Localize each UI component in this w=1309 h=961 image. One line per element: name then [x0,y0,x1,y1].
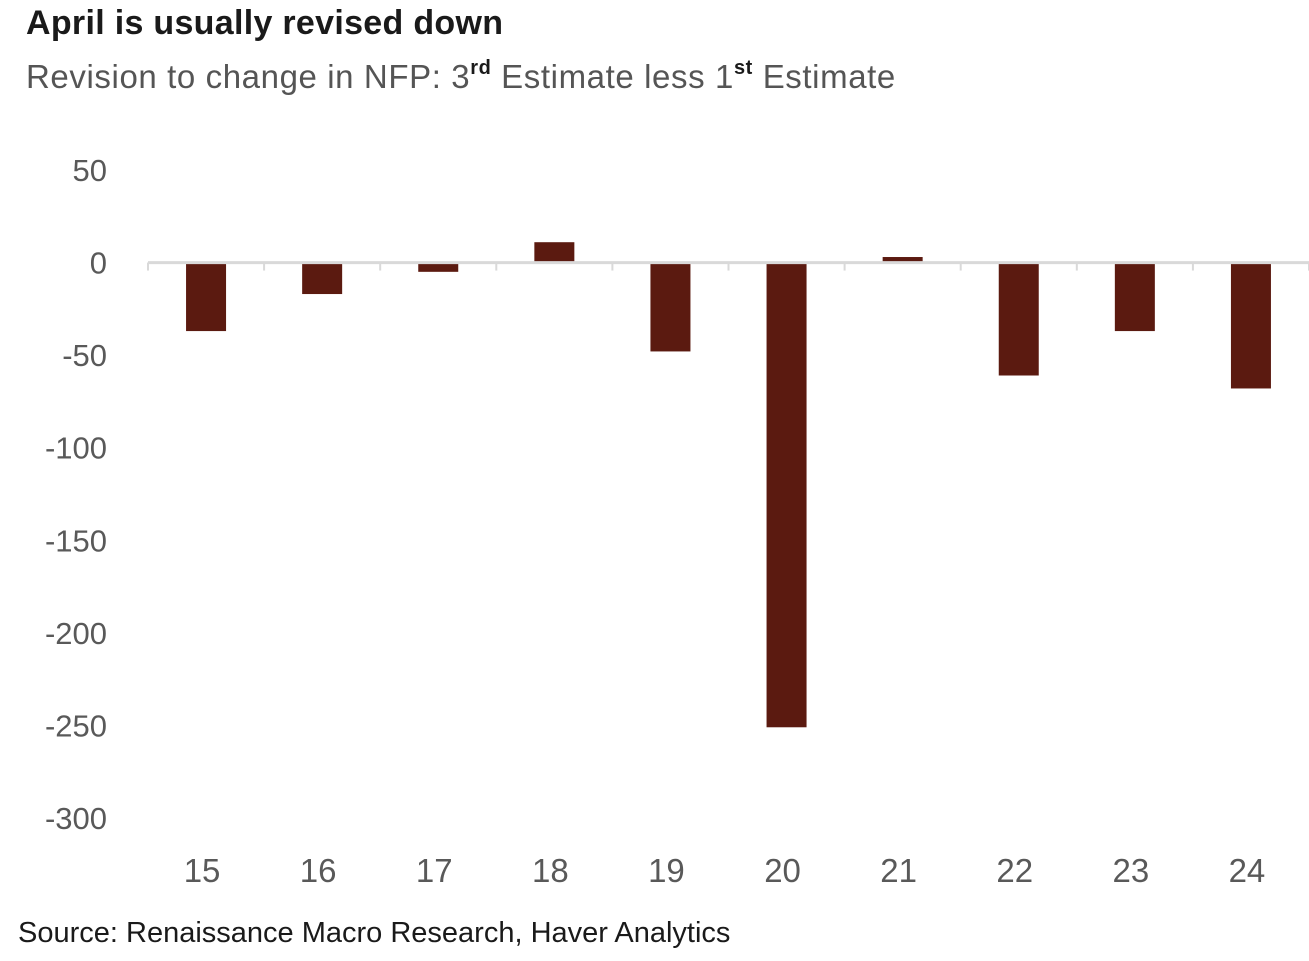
subtitle-text-3: Estimate [752,58,896,95]
x-tick-label: 20 [764,852,801,889]
subtitle-superscript-rd: rd [470,57,492,79]
subtitle-text-2: Estimate less 1 [491,58,734,95]
bar-22 [998,262,1039,376]
y-tick-label: -50 [62,338,107,373]
y-tick-label: -250 [45,708,107,743]
source-note: Source: Renaissance Macro Research, Have… [18,917,731,949]
bar-21 [882,257,923,263]
bar-20 [766,262,807,728]
x-tick-label: 24 [1229,852,1266,889]
y-tick-label: -300 [45,801,107,836]
x-tick-label: 16 [300,852,337,889]
x-axis-ticks: 15 16 17 18 19 20 21 22 23 24 [184,852,1266,889]
y-tick-label: -150 [45,523,107,558]
bar-16 [302,262,343,295]
y-axis-ticks: 50 0 -50 -100 -150 -200 -250 -300 [45,153,107,836]
subtitle-superscript-st: st [733,57,753,79]
x-tick-label: 22 [996,852,1033,889]
x-tick-label: 17 [416,852,453,889]
bar-15 [186,262,227,332]
y-tick-label: -100 [45,431,107,466]
bar-17 [418,262,459,272]
x-tick-label: 18 [532,852,569,889]
subtitle-text-1: Revision to change in NFP: 3 [26,58,471,95]
bar-18 [534,242,575,263]
bar-series [186,242,1271,728]
chart-title: April is usually revised down [26,4,504,42]
y-tick-label: -200 [45,616,107,651]
x-tick-label: 21 [880,852,917,889]
bar-23 [1114,262,1155,332]
y-tick-label: 0 [90,246,107,281]
x-tick-label: 15 [184,852,221,889]
y-tick-label: 50 [73,153,107,188]
x-tick-label: 23 [1112,852,1149,889]
x-tick-label: 19 [648,852,685,889]
zero-axis [147,261,1309,271]
bar-19 [650,262,691,352]
chart-subtitle: Revision to change in NFP: 3rd Estimate … [26,58,896,96]
bar-24 [1230,262,1271,389]
